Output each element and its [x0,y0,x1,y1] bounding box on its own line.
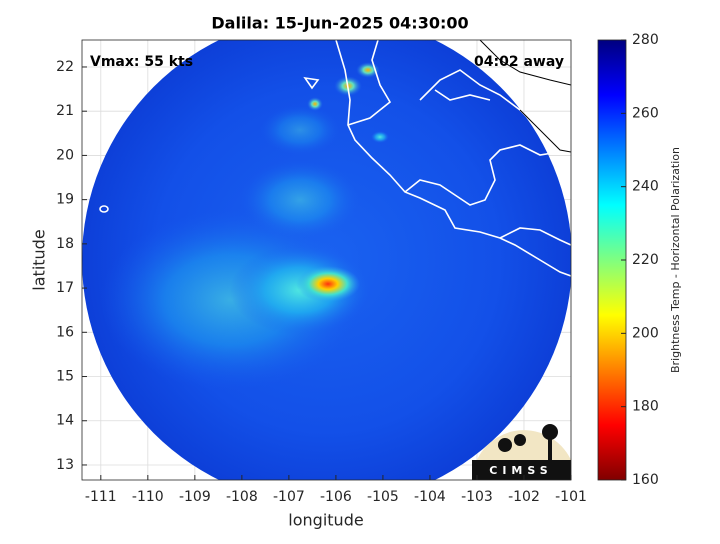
logo-text: CIMSS [489,464,552,477]
annotation: 04:02 away [474,54,564,70]
x-tick-label: -105 [367,489,399,505]
x-tick-label: -111 [85,489,117,505]
cimss-logo: CIMSS [472,424,571,480]
satellite-image [82,40,571,480]
colorbar-tick-label: 260 [632,105,659,121]
y-tick-label: 18 [56,236,74,252]
y-tick-label: 21 [56,103,74,119]
y-tick-label: 14 [56,413,74,429]
colorbar-tick-label: 240 [632,179,659,195]
annotation: Vmax: 55 kts [90,54,193,70]
chart-title: Dalila: 15-Jun-2025 04:30:00 [211,14,468,33]
x-tick-label: -103 [461,489,493,505]
x-tick-label: -110 [132,489,164,505]
x-tick-label: -107 [273,489,305,505]
x-tick-label: -109 [179,489,211,505]
y-tick-label: 22 [56,59,74,75]
colorbar-tick-label: 280 [632,32,659,48]
y-tick-label: 16 [56,324,74,340]
colorbar-tick-label: 200 [632,325,659,341]
x-tick-label: -108 [226,489,258,505]
axes-frame [81,39,572,481]
x-tick-label: -104 [414,489,446,505]
colorbar-tick-label: 160 [632,472,659,488]
y-tick-label: 13 [56,457,74,473]
x-tick-label: -101 [555,489,587,505]
colorbar-tick-label: 220 [632,252,659,268]
y-tick-label: 15 [56,369,74,385]
y-tick-label: 19 [56,192,74,208]
y-tick-label: 20 [56,147,74,163]
colorbar-tick-label: 180 [632,399,659,415]
colorbar-label: Brightness Temp - Horizontal Polarizatio… [669,147,682,373]
x-axis-label: longitude [288,511,363,530]
x-tick-label: -102 [508,489,540,505]
y-tick-label: 17 [56,280,74,296]
y-axis-label: latitude [30,229,49,290]
x-tick-label: -106 [320,489,352,505]
